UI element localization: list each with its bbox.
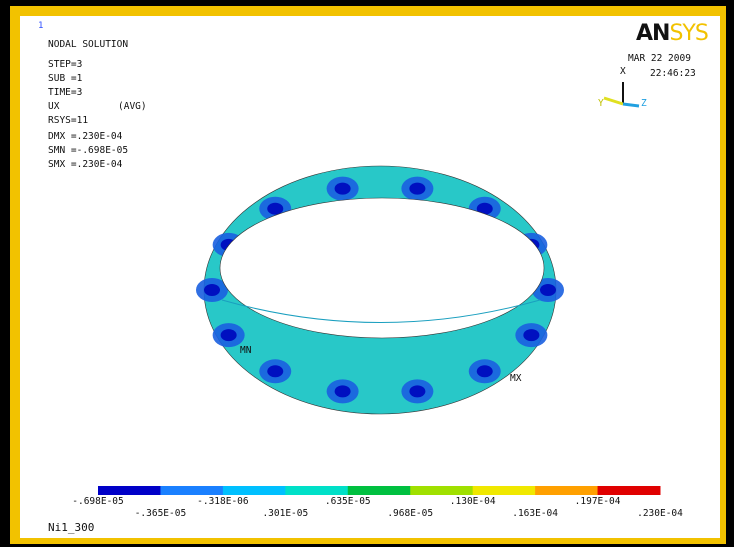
contour-core [409, 385, 425, 397]
contour-core [267, 365, 283, 377]
ring-hole [220, 198, 544, 338]
axis-z [623, 104, 639, 106]
legend-label: .635E-05 [325, 496, 371, 507]
info-line: STEP=3 [48, 59, 82, 70]
legend-label: .968E-05 [387, 508, 433, 519]
axis-y-label: Y [598, 98, 604, 109]
legend-label: .130E-04 [450, 496, 496, 507]
contour-core [335, 385, 351, 397]
info-title: NODAL SOLUTION [48, 39, 128, 50]
legend-label: .301E-05 [262, 508, 308, 519]
contour-core [221, 329, 237, 341]
min-marker: MN [240, 345, 252, 356]
ansys-window: 1 NODAL SOLUTION STEP=3 SUB =1 TIME=3 UX (AV… [0, 0, 734, 547]
legend-label: .163E-04 [512, 508, 558, 519]
axis-x-label: X [620, 66, 626, 77]
legend-swatch [223, 486, 286, 495]
legend-swatch [473, 486, 536, 495]
legend-swatch [410, 486, 473, 495]
contour-core [409, 183, 425, 195]
info-line: (AVG) [118, 101, 147, 112]
date: MAR 22 2009 [628, 53, 691, 64]
legend-label: .197E-04 [575, 496, 621, 507]
contour-core [523, 329, 539, 341]
legend-swatch [598, 486, 661, 495]
contour-core [267, 203, 283, 215]
logo-light: SYS [669, 21, 707, 46]
contour-core [204, 284, 220, 296]
footer: Ni1_300 [48, 521, 94, 534]
legend-label: .230E-04 [637, 508, 683, 519]
logo: ANSYS [636, 21, 708, 46]
contour-core [477, 365, 493, 377]
legend-label: -.365E-05 [135, 508, 186, 519]
legend-swatch [98, 486, 161, 495]
window-number: 1 [38, 21, 43, 31]
contour-core [540, 284, 556, 296]
legend-swatch [285, 486, 348, 495]
legend-swatch [535, 486, 598, 495]
contour-core [335, 183, 351, 195]
legend-swatch [348, 486, 411, 495]
info-line: SMN =-.698E-05 [48, 145, 128, 156]
legend-swatch [160, 486, 223, 495]
info-line: SMX =.230E-04 [48, 159, 123, 170]
logo-bold: AN [636, 21, 669, 46]
info-line: TIME=3 [48, 87, 82, 98]
axis-z-label: Z [641, 98, 647, 109]
info-line: RSYS=11 [48, 115, 88, 126]
info-line: SUB =1 [48, 73, 83, 84]
max-marker: MX [510, 373, 522, 384]
legend-label: -.318E-06 [197, 496, 249, 507]
info-line: DMX =.230E-04 [48, 131, 123, 142]
time: 22:46:23 [650, 68, 696, 79]
info-line: UX [48, 101, 60, 112]
legend-label: -.698E-05 [72, 496, 123, 507]
